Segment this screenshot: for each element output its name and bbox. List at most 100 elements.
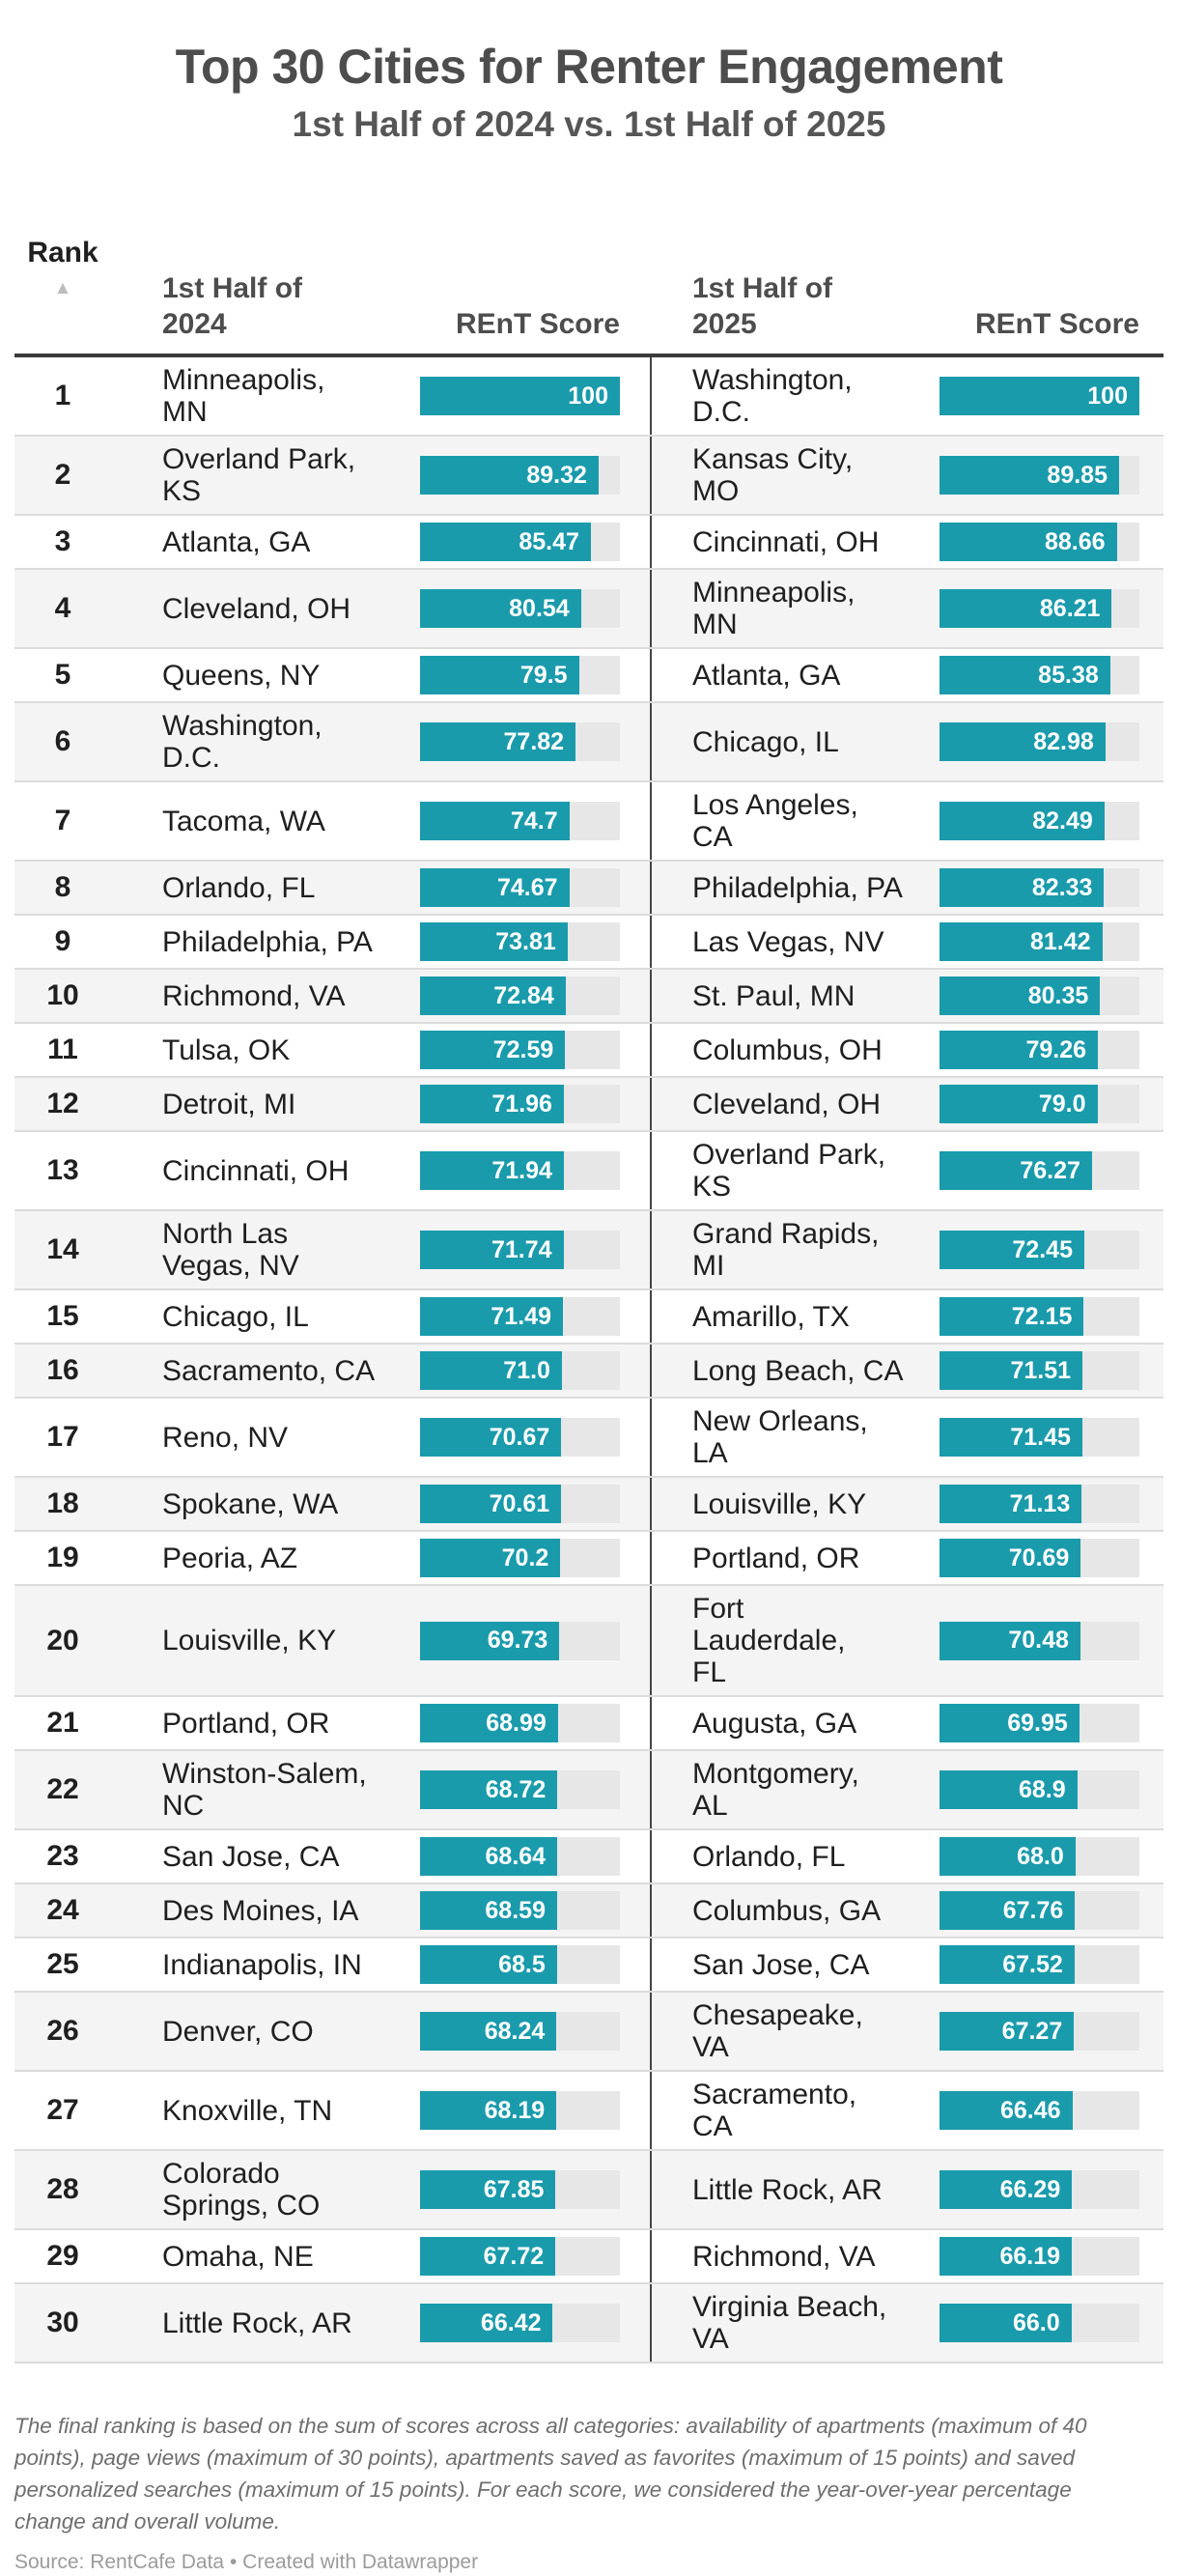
score-2024-bar-cell: 67.72 — [420, 2237, 620, 2276]
city-2025-cell: Richmond, VA — [692, 2240, 876, 2273]
score-2025-bar-cell: 69.95 — [940, 1704, 1139, 1742]
row-right-half: Cincinnati, OH 88.66 — [650, 516, 1164, 568]
score-2024-bar-track: 80.54 — [420, 589, 620, 628]
column-header-rank[interactable]: Rank ▲ — [14, 199, 111, 342]
score-2025-bar-cell: 67.52 — [940, 1945, 1139, 1984]
score-2024-bar-track: 89.32 — [420, 456, 620, 495]
score-2024-bar-track: 68.99 — [420, 1704, 620, 1742]
column-header-city-2024[interactable]: 1st Half of 2024 — [162, 272, 303, 340]
score-2024-value-label: 68.24 — [484, 2017, 546, 2045]
score-2024-value-label: 85.47 — [519, 527, 579, 555]
score-2025-bar-track: 71.13 — [940, 1485, 1139, 1523]
score-2025-bar-track: 71.45 — [940, 1418, 1139, 1457]
rank-cell: 14 — [46, 1233, 79, 1265]
row-right-half: Fort Lauderdale, FL 70.48 — [650, 1586, 1164, 1695]
score-2025-bar-fill: 80.35 — [940, 977, 1101, 1015]
city-2025-cell: San Jose, CA — [692, 1948, 870, 1981]
column-header-score-2025[interactable]: REnT Score — [974, 308, 1139, 340]
sort-ascending-icon: ▲ — [53, 278, 72, 298]
chart-container: Top 30 Cities for Renter Engagement 1st … — [0, 39, 1178, 2576]
score-2024-bar-fill: 71.49 — [420, 1297, 563, 1336]
city-2025-cell: Philadelphia, PA — [692, 871, 903, 904]
score-2025-bar-cell: 76.27 — [940, 1151, 1139, 1190]
score-2025-value-label: 81.42 — [1029, 927, 1091, 955]
score-2025-bar-track: 66.19 — [940, 2237, 1139, 2276]
table-row: 2 Overland Park, KS 89.32 Kansas City, M… — [14, 437, 1164, 516]
score-2024-value-label: 72.84 — [493, 981, 554, 1009]
score-2025-bar-track: 89.85 — [940, 456, 1139, 495]
column-header-score-2024[interactable]: REnT Score — [455, 308, 620, 340]
score-2025-bar-track: 86.21 — [940, 589, 1139, 628]
score-2025-bar-fill: 66.29 — [940, 2170, 1073, 2209]
score-2025-bar-fill: 79.26 — [940, 1031, 1099, 1069]
table-row: 6 Washington, D.C. 77.82 Chicago, IL 82.… — [14, 703, 1164, 782]
city-2025-cell: Chicago, IL — [692, 725, 839, 758]
score-2025-bar-cell: 71.51 — [940, 1351, 1139, 1390]
city-2024-cell: North Las Vegas, NV — [162, 1218, 299, 1282]
score-2024-bar-fill: 71.74 — [420, 1231, 564, 1269]
score-2025-bar-fill: 72.15 — [940, 1297, 1084, 1336]
row-left-half: 11 Tulsa, OK 72.59 — [14, 1024, 650, 1076]
score-2025-value-label: 71.51 — [1010, 1356, 1072, 1384]
city-2024-cell: Knoxville, TN — [162, 2094, 333, 2127]
score-2024-bar-cell: 74.7 — [420, 802, 620, 840]
score-2025-bar-fill: 100 — [940, 377, 1139, 415]
row-right-half: Orlando, FL 68.0 — [650, 1830, 1164, 1882]
score-2024-bar-fill: 68.72 — [420, 1770, 558, 1809]
rank-cell: 16 — [46, 1354, 79, 1386]
score-2024-bar-cell: 67.85 — [420, 2170, 620, 2209]
table-header: Rank ▲ 1st Half of 2024 REnT Score 1st H… — [14, 199, 1164, 357]
table-row: 24 Des Moines, IA 68.59 Columbus, GA 67.… — [14, 1884, 1164, 1939]
score-2024-bar-track: 66.42 — [420, 2304, 620, 2342]
rank-cell: 20 — [46, 1624, 79, 1656]
score-2024-bar-track: 71.94 — [420, 1151, 620, 1190]
city-2024-cell: Des Moines, IA — [162, 1894, 359, 1927]
city-2024-cell: Peoria, AZ — [162, 1542, 298, 1574]
score-2025-bar-cell: 68.0 — [940, 1837, 1139, 1876]
score-2024-bar-track: 68.59 — [420, 1891, 620, 1930]
row-right-half: Cleveland, OH 79.0 — [650, 1078, 1164, 1130]
score-2024-bar-fill: 68.19 — [420, 2091, 557, 2130]
rank-cell: 5 — [54, 659, 71, 691]
score-2025-value-label: 67.27 — [1001, 2017, 1063, 2045]
score-2024-bar-track: 71.74 — [420, 1231, 620, 1269]
score-2024-value-label: 70.2 — [501, 1543, 549, 1571]
table-row: 4 Cleveland, OH 80.54 Minneapolis, MN 86… — [14, 570, 1164, 649]
score-2024-value-label: 68.99 — [486, 1709, 547, 1737]
row-right-half: St. Paul, MN 80.35 — [650, 970, 1164, 1022]
row-left-half: 18 Spokane, WA 70.61 — [14, 1478, 650, 1530]
column-header-city-2025[interactable]: 1st Half of 2025 — [692, 272, 833, 340]
score-2025-value-label: 72.15 — [1011, 1302, 1073, 1330]
score-2025-bar-track: 68.9 — [940, 1770, 1139, 1809]
table-row: 26 Denver, CO 68.24 Chesapeake, VA 67.27 — [14, 1993, 1164, 2072]
score-2025-value-label: 100 — [1087, 382, 1128, 410]
datawrapper-credit-link[interactable]: Created with Datawrapper — [242, 2551, 479, 2573]
row-left-half: 9 Philadelphia, PA 73.81 — [14, 916, 650, 968]
score-2025-bar-fill: 85.38 — [940, 656, 1110, 694]
score-2024-bar-track: 100 — [420, 377, 620, 415]
row-left-half: 15 Chicago, IL 71.49 — [14, 1290, 650, 1343]
score-2025-value-label: 82.49 — [1032, 807, 1093, 835]
row-right-half: Grand Rapids, MI 72.45 — [650, 1211, 1164, 1288]
city-2025-cell: Virginia Beach, VA — [692, 2291, 887, 2355]
score-2024-value-label: 73.81 — [495, 927, 556, 955]
city-2024-cell: Reno, NV — [162, 1421, 289, 1454]
score-2025-bar-cell: 86.21 — [940, 589, 1139, 628]
score-2025-bar-fill: 67.76 — [940, 1891, 1076, 1930]
row-left-half: 29 Omaha, NE 67.72 — [14, 2230, 650, 2282]
score-2024-bar-cell: 71.49 — [420, 1297, 620, 1336]
column-header-rank-label: Rank — [27, 237, 98, 269]
rank-cell: 8 — [54, 871, 71, 903]
rank-cell: 23 — [46, 1840, 79, 1872]
score-2024-value-label: 71.74 — [491, 1235, 552, 1263]
table-row: 25 Indianapolis, IN 68.5 San Jose, CA 67… — [14, 1939, 1164, 1993]
city-2025-cell: Cincinnati, OH — [692, 525, 880, 558]
row-right-half: Chicago, IL 82.98 — [650, 703, 1164, 780]
score-2025-bar-cell: 80.35 — [940, 977, 1139, 1015]
city-2025-cell: Minneapolis, MN — [692, 577, 855, 640]
score-2024-bar-cell: 68.19 — [420, 2091, 620, 2130]
score-2025-bar-fill: 70.69 — [940, 1539, 1081, 1577]
score-2024-bar-track: 72.59 — [420, 1031, 620, 1069]
score-2024-bar-track: 71.0 — [420, 1351, 620, 1390]
score-2024-bar-fill: 68.64 — [420, 1837, 558, 1876]
